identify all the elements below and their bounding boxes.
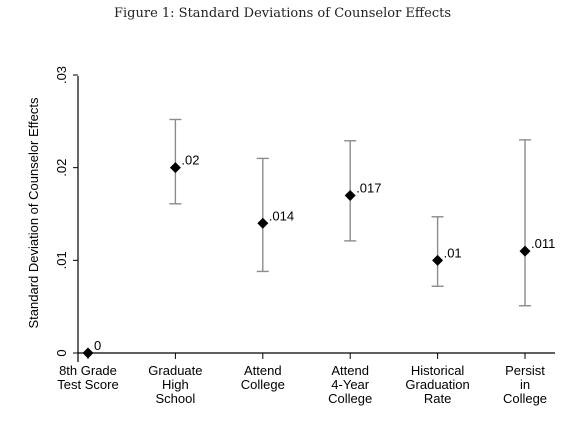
error-bar bbox=[431, 216, 444, 287]
data-point bbox=[344, 189, 356, 201]
y-tick-label: .01 bbox=[54, 251, 69, 269]
error-bars bbox=[169, 118, 531, 307]
x-tick-label: Persist in College bbox=[503, 363, 547, 406]
data-point bbox=[82, 347, 94, 359]
data-point bbox=[432, 254, 444, 266]
data-label: 0 bbox=[94, 338, 101, 353]
error-bar bbox=[519, 139, 531, 307]
x-tick-label: Attend 4-Year College bbox=[328, 363, 372, 406]
x-axis: 8th Grade Test Score Graduate High School Att… bbox=[57, 352, 555, 406]
data-label: .014 bbox=[269, 208, 294, 223]
data-label: .02 bbox=[181, 153, 199, 168]
data-label: .011 bbox=[531, 236, 555, 251]
y-axis: 0 .01 .02 .03 Standard Deviation of Counselo… bbox=[26, 66, 79, 362]
y-axis-title: Standard Deviation of Counselor Effects bbox=[26, 97, 41, 329]
x-tick-label: Attend College bbox=[241, 363, 285, 392]
x-tick-label: Historical Graduation Rate bbox=[405, 363, 469, 406]
data-labels: 0 .02 .014 .017 .01 .011 bbox=[94, 153, 555, 353]
y-tick-label: 0 bbox=[54, 349, 69, 356]
figure-caption: Figure 1: Standard Deviations of Counsel… bbox=[113, 6, 452, 21]
data-point bbox=[257, 217, 269, 229]
y-tick-label: .02 bbox=[54, 159, 69, 177]
x-tick-label: 8th Grade Test Score bbox=[57, 363, 118, 392]
error-bar bbox=[169, 118, 182, 205]
data-label: .01 bbox=[444, 245, 462, 260]
data-points bbox=[82, 162, 531, 359]
data-label: .017 bbox=[356, 180, 381, 195]
x-tick-label: Graduate High School bbox=[148, 363, 202, 406]
data-point bbox=[519, 245, 531, 257]
data-point bbox=[169, 162, 181, 174]
error-bar bbox=[256, 157, 269, 273]
y-tick-label: .03 bbox=[54, 66, 69, 84]
